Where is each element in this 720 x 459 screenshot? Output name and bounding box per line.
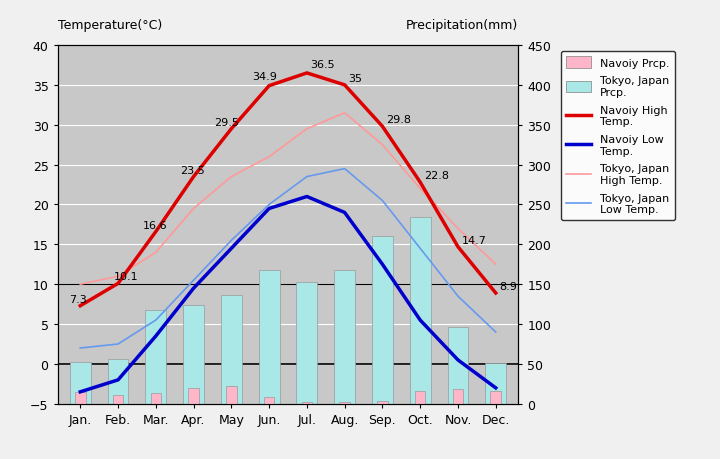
Bar	[113, 395, 123, 404]
Text: 36.5: 36.5	[310, 59, 336, 69]
Text: 14.7: 14.7	[462, 235, 487, 245]
Bar	[75, 392, 86, 404]
Bar	[221, 295, 242, 404]
Text: 22.8: 22.8	[424, 171, 449, 181]
Text: 16.6: 16.6	[143, 220, 167, 230]
Bar	[258, 270, 279, 404]
Bar	[145, 310, 166, 404]
Text: Precipitation(mm): Precipitation(mm)	[406, 19, 518, 32]
Bar	[453, 390, 463, 404]
Bar	[415, 391, 426, 404]
Bar	[70, 363, 91, 404]
Bar	[150, 393, 161, 404]
Text: 10.1: 10.1	[114, 272, 139, 282]
Bar	[372, 237, 393, 404]
Bar	[410, 218, 431, 404]
Bar	[108, 359, 128, 404]
Bar	[334, 270, 355, 404]
Bar	[490, 391, 501, 404]
Text: 7.3: 7.3	[69, 294, 86, 304]
Text: 34.9: 34.9	[252, 72, 277, 82]
Text: 8.9: 8.9	[500, 281, 518, 291]
Legend: Navoiy Prcp., Tokyo, Japan
Prcp., Navoiy High
Temp., Navoiy Low
Temp., Tokyo, Ja: Navoiy Prcp., Tokyo, Japan Prcp., Navoiy…	[561, 51, 675, 220]
Text: 23.5: 23.5	[180, 165, 205, 175]
Bar	[297, 282, 318, 404]
Bar	[189, 388, 199, 404]
Text: Temperature(°C): Temperature(°C)	[58, 19, 162, 32]
Bar	[302, 403, 312, 404]
Text: 29.8: 29.8	[386, 115, 411, 125]
Bar	[448, 328, 468, 404]
Bar	[183, 305, 204, 404]
Bar	[485, 364, 506, 404]
Text: 29.5: 29.5	[215, 118, 239, 128]
Bar	[226, 386, 237, 404]
Text: 35: 35	[348, 74, 362, 84]
Bar	[264, 397, 274, 404]
Bar	[339, 403, 350, 404]
Bar	[377, 401, 387, 404]
